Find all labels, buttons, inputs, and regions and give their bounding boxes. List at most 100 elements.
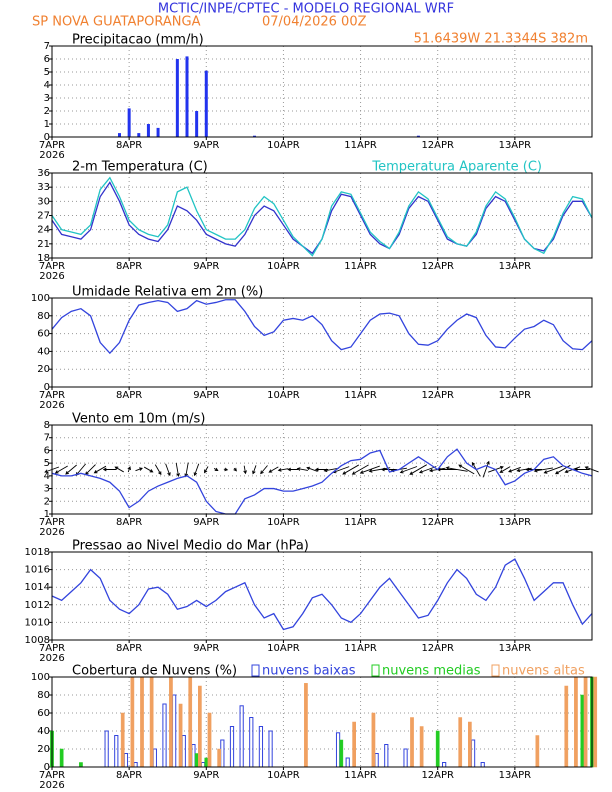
legend-swatch	[251, 664, 260, 677]
panel-frame	[51, 172, 593, 259]
x-tick-label: 11APR	[344, 261, 377, 272]
cloud-bar	[172, 694, 177, 768]
x-tick-label: 11APR	[344, 517, 377, 528]
x-tick-label: 8APR	[116, 261, 142, 272]
y-tick-label: 7	[44, 41, 50, 52]
wind-arrow	[193, 463, 200, 477]
bar	[175, 59, 179, 137]
x-tick-label: 9APR	[193, 390, 219, 401]
cloud-bar	[79, 762, 83, 768]
y-tick-label: 4	[44, 471, 50, 482]
wind-arrow	[533, 467, 553, 473]
x-year-label: 2026	[39, 271, 64, 282]
cloud-bar	[374, 753, 379, 768]
y-tick-label: 2	[44, 496, 50, 507]
y-tick-label: 0	[44, 762, 50, 773]
y-tick-label: 3	[44, 93, 50, 104]
x-tick-label: 7APR	[39, 517, 65, 528]
x-tick-label: 12APR	[421, 261, 454, 272]
panel-frame	[51, 45, 593, 138]
x-tick-label: 12APR	[421, 770, 454, 781]
cloud-bar	[458, 717, 463, 768]
y-tick-label: 7	[44, 433, 50, 444]
wind-arrow	[135, 467, 143, 472]
cloud-bar	[204, 757, 209, 768]
panel-title: Vento em 10m (m/s)	[72, 412, 205, 427]
cloud-bar	[435, 730, 440, 768]
panel-frame	[51, 551, 593, 641]
bar	[146, 124, 150, 137]
legend-label: nuvens medias	[382, 664, 481, 679]
x-tick-label: 11APR	[344, 390, 377, 401]
y-tick-label: 4	[44, 80, 50, 91]
cloud-bar	[574, 676, 578, 768]
x-tick-label: 9APR	[193, 261, 219, 272]
cloud-bar	[169, 676, 173, 768]
cloud-bar	[133, 762, 138, 768]
cloud-bar	[59, 748, 64, 768]
wind-arrow	[93, 465, 107, 474]
wind-arrow	[306, 466, 318, 472]
legend-label: nuvens altas	[502, 664, 585, 679]
x-tick-label: 13APR	[499, 517, 532, 528]
wind-arrow	[54, 465, 68, 474]
cloud-bar	[403, 748, 408, 768]
x-tick-label: 13APR	[499, 140, 532, 151]
y-tick-label: 5	[44, 67, 50, 78]
panel-title: 2-m Temperatura (C)	[72, 160, 208, 175]
wind-arrow	[65, 464, 77, 475]
header-coords: 51.6439W 21.3344S 382m	[414, 32, 588, 47]
panel-title: Precipitacao (mm/h)	[72, 33, 204, 48]
legend-label: Temperatura Aparente (C)	[371, 160, 542, 175]
bar	[185, 56, 189, 137]
x-tick-label: 12APR	[421, 643, 454, 654]
y-tick-label: 6	[44, 445, 50, 456]
header-date: 07/04/2026 00Z	[262, 15, 367, 30]
legend-swatch	[371, 664, 380, 677]
wind-arrow	[233, 467, 237, 472]
panel-title: Cobertura de Nuvens (%)	[72, 664, 237, 679]
x-tick-label: 10APR	[267, 390, 300, 401]
header-title: MCTIC/INPE/CPTEC - MODELO REGIONAL WRF	[158, 2, 454, 17]
x-tick-label: 7APR	[39, 140, 65, 151]
bar	[156, 127, 160, 137]
y-tick-label: 1	[44, 119, 50, 130]
bar	[204, 70, 208, 137]
x-year-label: 2026	[39, 780, 64, 791]
x-tick-label: 10APR	[267, 140, 300, 151]
cloud-bar	[217, 748, 222, 768]
cloud-bar	[123, 753, 129, 768]
cloud-bar	[152, 748, 157, 768]
wind-arrow	[114, 466, 124, 473]
y-tick-label: 1018	[25, 547, 50, 558]
cloud-bar	[468, 721, 472, 768]
cloud-bar	[345, 757, 350, 768]
wind-arrow	[223, 467, 229, 472]
cloud-bar	[207, 712, 212, 768]
cloud-bar	[104, 730, 109, 768]
wind-arrow	[213, 467, 219, 472]
wind-arrow	[165, 463, 171, 477]
cloud-bar	[258, 726, 264, 768]
wind-arrow	[102, 467, 116, 472]
cloud-bar	[564, 685, 569, 768]
x-tick-label: 9APR	[193, 770, 219, 781]
x-tick-label: 10APR	[267, 643, 300, 654]
bar	[195, 111, 199, 137]
y-tick-label: 27	[37, 211, 50, 222]
bar	[118, 133, 121, 137]
y-tick-label: 80	[37, 690, 50, 701]
wind-arrow	[175, 462, 180, 477]
wind-arrow	[243, 465, 247, 475]
legend-label: nuvens baixas	[262, 664, 356, 679]
y-tick-label: 3	[44, 484, 50, 495]
cloud-bar	[419, 726, 424, 768]
cloud-bar	[120, 712, 125, 768]
cloud-bar	[593, 676, 598, 768]
header-location: SP NOVA GUATAPORANGA	[32, 15, 201, 30]
wind-arrow	[399, 466, 418, 474]
wind-arrow	[127, 466, 131, 473]
x-tick-label: 8APR	[116, 140, 142, 151]
x-tick-label: 7APR	[39, 261, 65, 272]
